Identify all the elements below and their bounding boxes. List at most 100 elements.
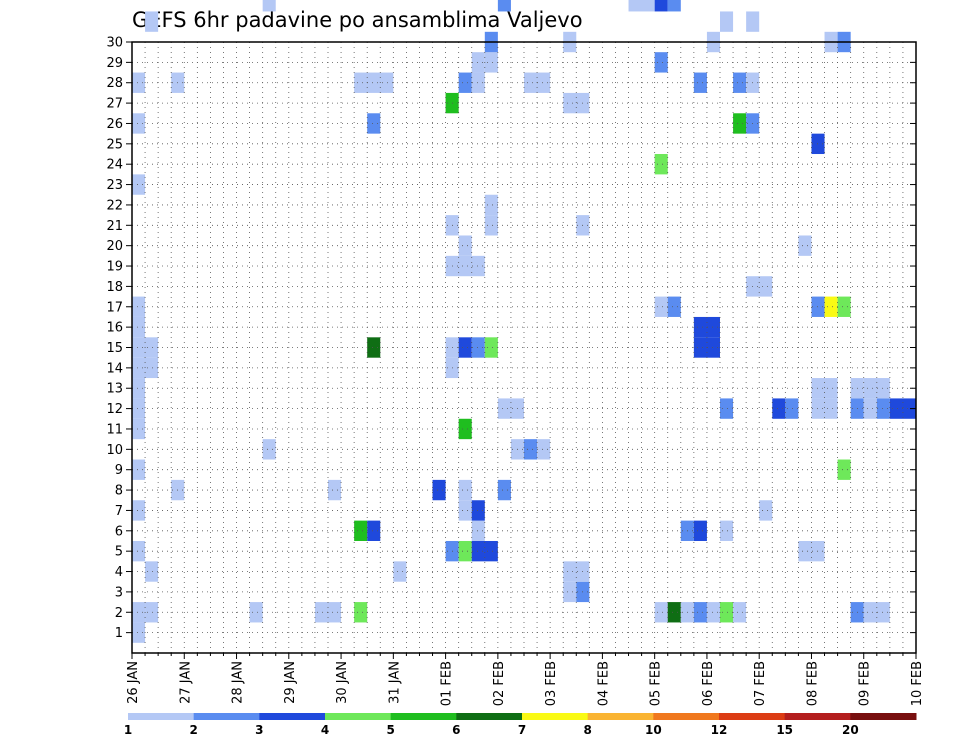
- legend-swatch: [719, 713, 786, 720]
- x-axis-ticks: 26 JAN 27 JAN 28 JAN 29 JAN 30 JAN 31 JAN 01 F…: [126, 653, 925, 706]
- y-tick-label: 19: [106, 260, 123, 275]
- precip-cell: [458, 540, 472, 562]
- precip-cell: [132, 378, 146, 399]
- x-tick-label: 02 FEB: [492, 661, 507, 706]
- precip-cell: [693, 602, 707, 623]
- y-tick-label: 21: [106, 219, 123, 234]
- legend-swatch: [128, 713, 195, 720]
- precip-cell: [497, 398, 524, 419]
- y-tick-label: 27: [106, 97, 123, 112]
- y-tick-label: 18: [106, 280, 123, 295]
- y-tick-label: 28: [106, 76, 123, 91]
- legend-swatch: [850, 713, 917, 720]
- legend-label: 1: [124, 723, 132, 737]
- gridlines: [132, 41, 916, 653]
- y-tick-label: 16: [106, 321, 123, 336]
- y-tick-label: 9: [115, 463, 123, 478]
- precip-cell: [145, 561, 159, 582]
- legend-swatch: [784, 713, 851, 720]
- precip-cell: [458, 337, 472, 358]
- y-tick-label: 10: [106, 443, 123, 458]
- x-tick-label: 03 FEB: [544, 661, 559, 706]
- x-tick-label: 05 FEB: [649, 661, 664, 706]
- precip-cell: [785, 398, 799, 419]
- precip-cell: [132, 316, 146, 338]
- precip-cell: [654, 52, 668, 73]
- precip-cell: [132, 622, 146, 643]
- precip-cell: [524, 439, 538, 460]
- y-tick-label: 23: [106, 178, 123, 193]
- precip-cell: [484, 194, 498, 216]
- precip-cell: [471, 72, 485, 93]
- precip-cell: [537, 439, 551, 460]
- precip-cell: [720, 520, 734, 541]
- precip-cell: [667, 296, 681, 317]
- legend-label: 12: [711, 723, 728, 737]
- precip-cell: [654, 154, 668, 175]
- precip-cell: [733, 72, 747, 93]
- precip-cell: [132, 602, 146, 623]
- precip-cell: [746, 11, 760, 32]
- x-tick-label: 29 JAN: [283, 661, 298, 704]
- legend-label: 8: [583, 723, 591, 737]
- y-tick-label: 29: [106, 56, 123, 71]
- precip-cell: [354, 602, 368, 623]
- precip-cell: [132, 500, 146, 521]
- precip-cell: [145, 11, 159, 32]
- precip-cell: [132, 113, 146, 134]
- y-tick-label: 1: [115, 626, 123, 641]
- precip-cell: [132, 72, 146, 93]
- precip-cell: [484, 337, 498, 358]
- legend-swatch: [522, 713, 589, 720]
- x-tick-label: 30 JAN: [335, 661, 350, 704]
- precip-cell: [733, 602, 747, 623]
- y-tick-label: 3: [115, 585, 123, 600]
- legend-swatch: [325, 713, 392, 720]
- precipitation-cells: [132, 0, 916, 643]
- precip-cell: [720, 11, 734, 32]
- precip-cell: [563, 92, 590, 114]
- precip-cell: [811, 378, 838, 399]
- x-tick-label: 27 JAN: [178, 661, 193, 704]
- y-tick-label: 8: [115, 484, 123, 499]
- y-tick-label: 30: [106, 36, 123, 51]
- x-tick-label: 07 FEB: [753, 661, 768, 706]
- precip-cell: [132, 174, 146, 195]
- legend-label: 15: [776, 723, 793, 737]
- precip-cell: [563, 581, 577, 603]
- precip-cell: [798, 235, 812, 256]
- precip-cell: [484, 215, 498, 236]
- precip-cell: [471, 52, 485, 73]
- precip-cell: [706, 602, 720, 623]
- legend-label: 20: [842, 723, 859, 737]
- legend-swatch: [193, 713, 260, 720]
- precip-cell: [458, 235, 472, 256]
- legend-swatch: [456, 713, 523, 720]
- legend-label: 3: [255, 723, 263, 737]
- y-tick-label: 12: [106, 402, 123, 417]
- precip-cell: [132, 398, 146, 419]
- precip-cell: [458, 500, 472, 521]
- precip-cell: [367, 337, 381, 358]
- precip-cell: [497, 479, 511, 501]
- precip-cell: [497, 0, 511, 12]
- x-tick-label: 08 FEB: [806, 661, 821, 706]
- y-tick-label: 6: [115, 524, 123, 539]
- precip-cell: [733, 113, 747, 134]
- y-axis-ticks: 1234567891011121314151617181920212223242…: [106, 36, 916, 641]
- x-tick-label: 10 FEB: [910, 661, 925, 706]
- legend-label: 6: [452, 723, 460, 737]
- precip-cell: [262, 439, 276, 460]
- y-tick-label: 25: [106, 137, 123, 152]
- precip-cell: [654, 296, 668, 317]
- precip-cell: [837, 296, 851, 317]
- precip-cell: [759, 500, 773, 521]
- precip-cell: [328, 479, 342, 501]
- precip-cell: [132, 418, 146, 440]
- precip-cell: [262, 0, 276, 12]
- precip-cell: [132, 540, 146, 562]
- legend-label: 2: [189, 723, 197, 737]
- precip-cell: [811, 398, 838, 419]
- precip-cell: [693, 520, 707, 541]
- precip-cell: [863, 378, 890, 399]
